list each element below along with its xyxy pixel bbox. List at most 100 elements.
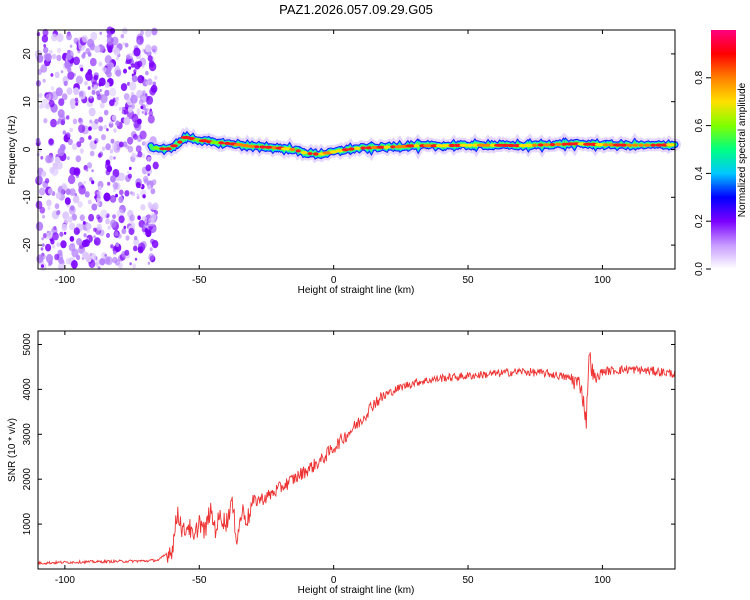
noise-blob [96, 197, 101, 203]
noise-blob [86, 223, 92, 230]
noise-blob [94, 140, 97, 144]
noise-blob [148, 62, 157, 72]
figure-title: PAZ1.2026.057.09.29.G05 [279, 2, 433, 17]
noise-blob [135, 145, 142, 153]
ridge-core [513, 144, 521, 148]
noise-blob [89, 57, 97, 67]
noise-blob [148, 110, 153, 117]
noise-blob [113, 47, 121, 56]
noise-blob [127, 136, 134, 145]
ridge-core [643, 143, 651, 147]
spectrogram-x-tick-label: 50 [462, 275, 474, 286]
noise-blob [69, 222, 76, 231]
snr-y-tick-label: 4000 [22, 378, 33, 401]
noise-blob [96, 223, 103, 231]
noise-blob [89, 119, 93, 124]
noise-blob [67, 174, 76, 185]
colorbar-tick-label: 0.4 [694, 166, 705, 180]
ridge-core [666, 143, 676, 147]
noise-blob [110, 138, 115, 144]
noise-blob [131, 75, 138, 83]
noise-blob [114, 259, 120, 266]
noise-blob [57, 147, 65, 157]
spectrogram-x-tick-label: 100 [594, 275, 611, 286]
noise-blob [111, 114, 117, 121]
noise-blob [98, 116, 104, 123]
noise-blob [59, 231, 64, 237]
noise-blob [67, 71, 75, 80]
noise-blob [113, 250, 117, 255]
noise-blob [63, 80, 68, 87]
noise-blob [133, 245, 138, 252]
snr-x-tick-label: -50 [192, 575, 207, 586]
colorbar-tick-label: 0.2 [694, 214, 705, 228]
noise-blob [147, 184, 152, 190]
noise-blob [151, 27, 158, 36]
noise-blob [107, 225, 111, 230]
noise-blob [65, 132, 71, 140]
noise-blob [150, 238, 155, 244]
noise-blob [42, 78, 46, 83]
noise-blob [144, 111, 148, 116]
ridge-core [554, 142, 563, 146]
noise-blob [113, 156, 116, 160]
noise-blob [101, 45, 105, 50]
ridge-core [170, 144, 178, 148]
noise-blob [137, 75, 144, 84]
noise-blob [58, 256, 64, 265]
noise-blob [47, 154, 54, 163]
noise-blob [98, 82, 103, 87]
noise-blob [35, 221, 44, 231]
noise-blob [115, 69, 122, 77]
noise-blob [71, 143, 78, 151]
noise-blob [99, 102, 105, 109]
colorbar-tick-label: 0.8 [694, 70, 705, 84]
noise-blob [137, 242, 146, 252]
noise-blob [91, 203, 98, 211]
noise-blob [149, 87, 156, 96]
noise-blob [41, 170, 47, 177]
noise-blob [109, 99, 115, 107]
noise-blob [118, 141, 124, 148]
noise-blob [50, 118, 57, 128]
noise-blob [41, 243, 45, 247]
noise-blob [139, 93, 148, 103]
noise-blob [78, 117, 84, 125]
ridge-core [602, 143, 609, 147]
noise-blob [120, 34, 125, 39]
noise-blob [103, 124, 108, 130]
ridge-core [626, 143, 633, 147]
noise-blob [45, 53, 52, 62]
noise-blob [139, 130, 147, 140]
noise-blob [145, 70, 149, 76]
noise-blob [42, 28, 49, 37]
noise-blob [130, 94, 138, 104]
noise-blob [118, 196, 124, 203]
ridge-core [423, 144, 434, 148]
ridge-core [440, 144, 452, 148]
ridge-core [264, 145, 273, 149]
noise-blob [56, 33, 64, 43]
noise-blob [143, 175, 149, 183]
noise-blob [100, 209, 108, 219]
noise-blob [118, 172, 125, 182]
spectrogram-x-tick-label: -100 [55, 275, 75, 286]
noise-blob [129, 214, 135, 222]
noise-blob [77, 201, 83, 208]
ridge-core [336, 149, 344, 153]
noise-blob [86, 162, 93, 169]
noise-blob [74, 97, 79, 103]
noise-blob [94, 195, 97, 199]
noise-blob [137, 215, 141, 220]
noise-blob [79, 214, 85, 221]
ridge-core [210, 140, 221, 145]
ridge-core [413, 144, 420, 148]
noise-blob [142, 194, 146, 199]
noise-blob [150, 188, 156, 195]
noise-blob [109, 120, 113, 125]
noise-blob [124, 249, 130, 256]
noise-blob [105, 256, 113, 266]
spectrogram-y-ticks: -20 -10 0 10 20 [22, 48, 675, 252]
noise-blob [87, 52, 92, 57]
ridge-core [360, 146, 367, 150]
